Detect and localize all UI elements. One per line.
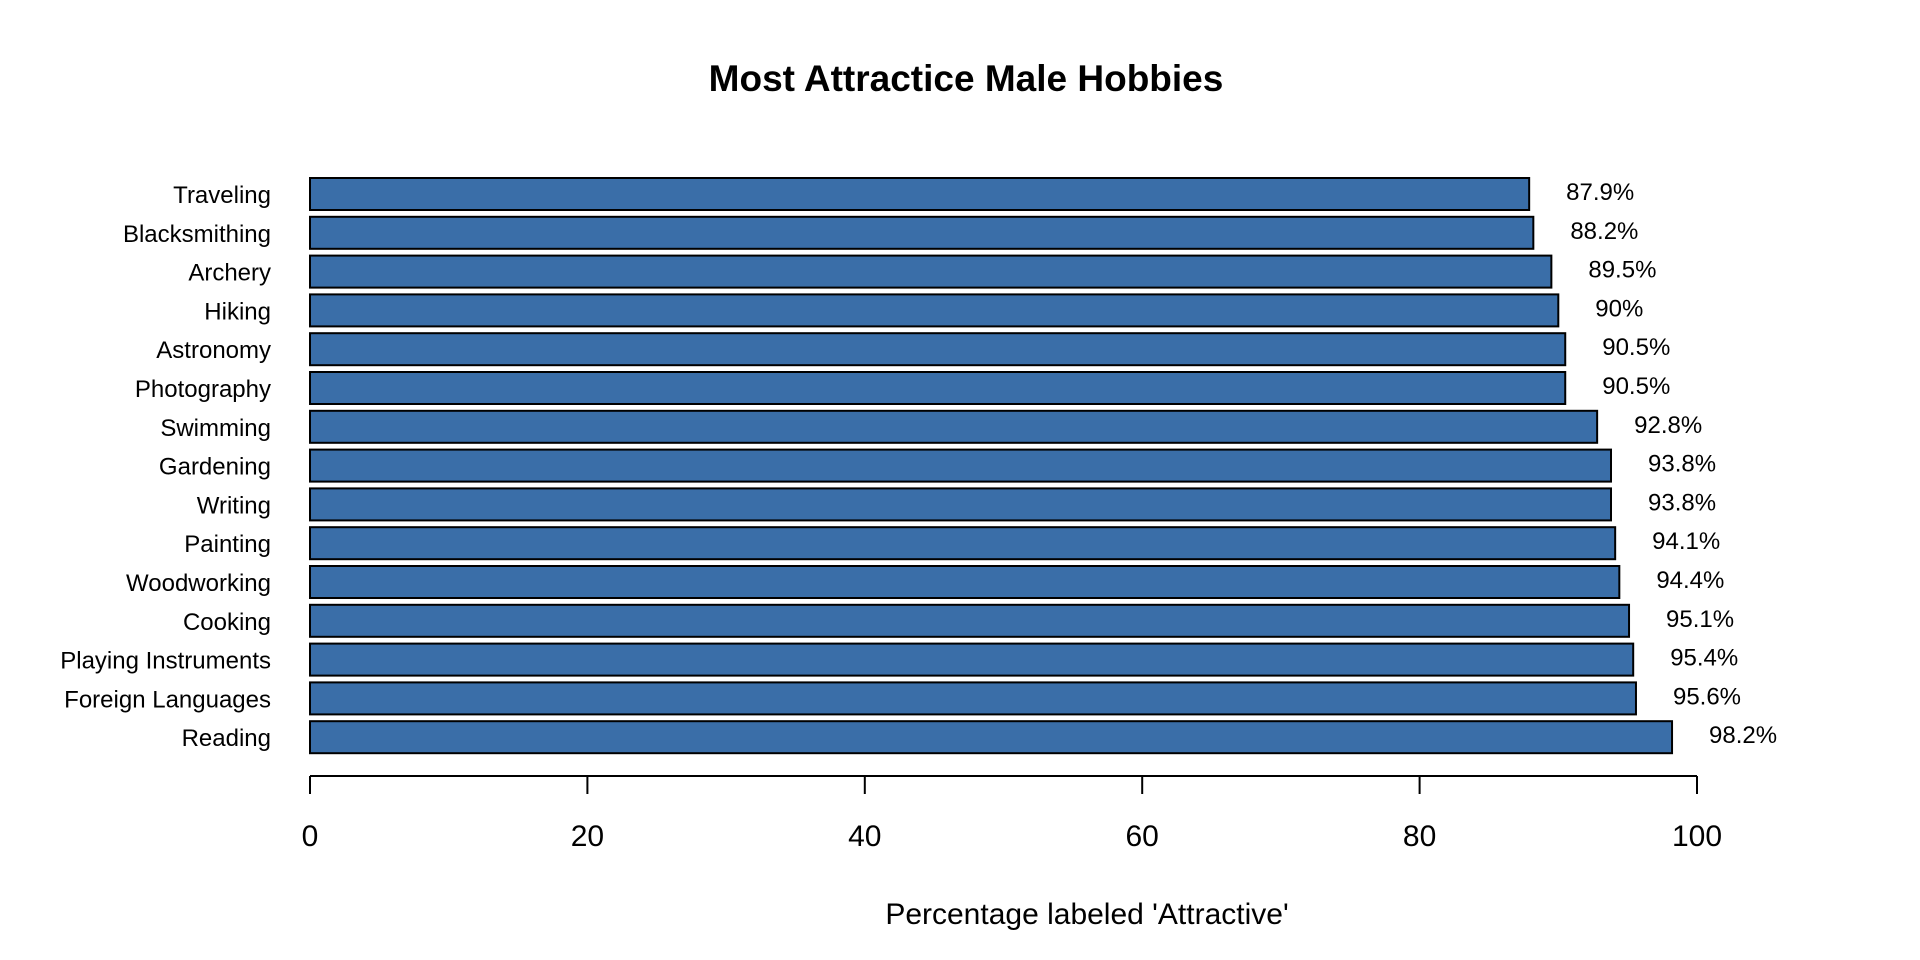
bar-foreign-languages xyxy=(309,681,1637,716)
category-label: Playing Instruments xyxy=(60,648,271,675)
bars-group xyxy=(309,177,1674,755)
bar-reading xyxy=(309,720,1674,755)
x-axis: 0 20 40 60 80 100 xyxy=(302,775,1722,853)
bar-writing xyxy=(309,487,1613,522)
value-label: 98.2% xyxy=(1709,722,1777,749)
category-label: Astronomy xyxy=(156,337,271,364)
value-label: 87.9% xyxy=(1566,179,1634,206)
category-label: Reading xyxy=(182,725,271,752)
category-label: Woodworking xyxy=(126,570,271,597)
bar-painting xyxy=(309,526,1617,561)
category-label: Foreign Languages xyxy=(64,686,271,713)
bar-woodworking xyxy=(309,565,1621,599)
x-tick-label: 0 xyxy=(302,820,319,853)
x-tick-label: 80 xyxy=(1403,820,1436,853)
bar-blacksmithing xyxy=(309,215,1535,250)
category-label: Traveling xyxy=(173,182,271,209)
bar-hiking xyxy=(309,293,1560,328)
category-label: Archery xyxy=(188,260,271,287)
bar-gardening xyxy=(309,448,1613,483)
category-label: Writing xyxy=(197,492,271,519)
category-label: Hiking xyxy=(204,298,271,325)
category-label: Painting xyxy=(184,531,271,558)
value-label: 90% xyxy=(1595,295,1643,322)
value-label: 95.4% xyxy=(1670,645,1738,672)
value-label: 95.6% xyxy=(1673,683,1741,710)
value-label: 89.5% xyxy=(1588,257,1656,284)
bar-photography xyxy=(309,371,1567,405)
chart-title: Most Attractice Male Hobbies xyxy=(709,58,1224,99)
x-tick-label: 60 xyxy=(1126,820,1159,853)
value-label: 92.8% xyxy=(1634,412,1702,439)
bar-swimming xyxy=(309,409,1599,444)
value-label: 90.5% xyxy=(1602,334,1670,361)
bar-playing-instruments xyxy=(309,642,1635,677)
bar-traveling xyxy=(309,177,1531,211)
bar-astronomy xyxy=(309,332,1567,367)
value-label: 93.8% xyxy=(1648,451,1716,478)
x-axis-title: Percentage labeled 'Attractive' xyxy=(885,898,1288,931)
category-label: Blacksmithing xyxy=(123,221,271,248)
value-label: 95.1% xyxy=(1666,606,1734,633)
value-label: 93.8% xyxy=(1648,489,1716,516)
value-label: 88.2% xyxy=(1570,218,1638,245)
value-label: 94.1% xyxy=(1652,528,1720,555)
category-label: Cooking xyxy=(183,609,271,636)
bar-cooking xyxy=(309,603,1631,638)
x-tick-label: 20 xyxy=(571,820,604,853)
category-labels: Traveling Blacksmithing Archery Hiking Astro… xyxy=(60,182,271,752)
value-labels: 87.9% 88.2% 89.5% 90% 90.5% 90.5% 92.8% 93.8% 93… xyxy=(1566,179,1777,749)
category-label: Swimming xyxy=(160,415,271,442)
bar-archery xyxy=(309,254,1553,289)
x-tick-label: 40 xyxy=(848,820,881,853)
x-tick-label: 100 xyxy=(1672,820,1722,853)
value-label: 90.5% xyxy=(1602,373,1670,400)
category-label: Photography xyxy=(135,376,271,403)
value-label: 94.4% xyxy=(1656,567,1724,594)
category-label: Gardening xyxy=(159,454,271,481)
